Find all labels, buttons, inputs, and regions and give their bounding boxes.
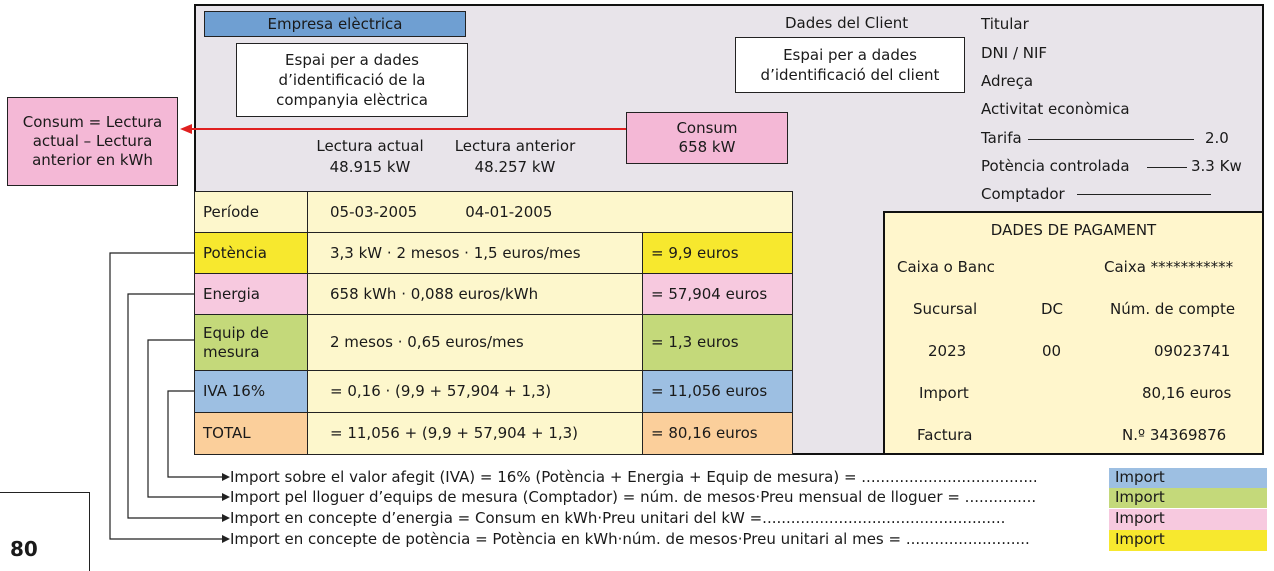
import-tag-equip: Import: [1109, 488, 1267, 508]
payment-heading: DADES DE PAGAMENT: [990, 221, 1157, 239]
client-heading: Dades del Client: [785, 14, 909, 32]
field-activitat: Activitat econòmica: [981, 100, 1130, 118]
row-iva-formula: = 0,16 · (9,9 + 57,904 + 1,3): [307, 370, 643, 413]
payment-dc-label: DC: [1041, 300, 1064, 318]
payment-import-value: 80,16 euros: [1142, 384, 1232, 402]
company-id-box: Espai per a dades d’identificació de la …: [236, 43, 468, 117]
field-tarifa-value: 2.0: [1205, 129, 1229, 147]
field-tarifa-label: Tarifa: [981, 129, 1022, 147]
payment-invoice-value: N.º 34369876: [1122, 426, 1227, 444]
field-comptador-label: Comptador: [981, 185, 1065, 203]
legend-equip: Import pel lloguer d’equips de mesura (C…: [230, 488, 1037, 506]
company-id-line: companyia elèctrica: [276, 91, 428, 109]
tarifa-leader: [1028, 139, 1194, 140]
comptador-leader: [1077, 194, 1211, 195]
field-titular: Titular: [981, 15, 1029, 33]
row-energia-formula: 658 kWh · 0,088 euros/kWh: [307, 273, 643, 315]
field-dni: DNI / NIF: [981, 44, 1048, 62]
row-total-result: = 80,16 euros: [642, 412, 793, 455]
import-tag-iva: Import: [1109, 468, 1267, 488]
period-from: 05-03-2005: [330, 202, 418, 221]
period-label: Període: [194, 191, 308, 233]
payment-bank-value: Caixa ***********: [1104, 258, 1234, 276]
client-id-box: Espai per a dades d’identificació del cl…: [735, 37, 965, 93]
company-id-line: Espai per a dades: [285, 51, 419, 69]
payment-branch-value: 2023: [928, 342, 967, 360]
row-equip-formula: 2 mesos · 0,65 euros/mes: [307, 314, 643, 371]
consum-label: Consum: [676, 119, 738, 137]
import-tag-potencia: Import: [1109, 530, 1267, 551]
row-equip-label: Equip de mesura: [194, 314, 308, 371]
row-potencia-formula: 3,3 kW · 2 mesos · 1,5 euros/mes: [307, 232, 643, 274]
field-potencia-label: Potència controlada: [981, 157, 1130, 175]
reading-previous-value: 48.257 kW: [474, 158, 556, 176]
payment-box: DADES DE PAGAMENT Caixa o Banc Caixa ***…: [883, 211, 1264, 455]
consum-value: 658 kW: [678, 138, 736, 156]
payment-import-label: Import: [919, 384, 969, 402]
payment-branch-label: Sucursal: [913, 300, 978, 318]
reading-current-label: Lectura actual: [316, 137, 424, 155]
import-tag-energia: Import: [1109, 509, 1267, 530]
legend-energia: Import en concepte d’energia = Consum en…: [230, 509, 1006, 527]
row-total-label: TOTAL: [194, 412, 308, 455]
field-potencia-value: 3.3 Kw: [1191, 157, 1242, 175]
client-id-line: Espai per a dades: [783, 46, 917, 64]
row-iva-result: = 11,056 euros: [642, 370, 793, 413]
period-values: 05-03-2005 04-01-2005: [307, 191, 793, 233]
row-total-formula: = 11,056 + (9,9 + 57,904 + 1,3): [307, 412, 643, 455]
page-number-frame: [0, 492, 90, 571]
consum-arrow: [180, 124, 626, 134]
period-to: 04-01-2005: [465, 202, 553, 221]
field-adreca: Adreça: [981, 72, 1034, 90]
legend-iva: Import sobre el valor afegit (IVA) = 16%…: [230, 468, 1038, 486]
potencia-leader: [1147, 167, 1187, 168]
payment-account-label: Núm. de compte: [1110, 300, 1236, 318]
payment-bank-label: Caixa o Banc: [897, 258, 995, 276]
client-id-line: d’identificació del client: [760, 66, 940, 84]
consum-note-line: Consum = Lectura: [22, 113, 163, 131]
reading-previous-label: Lectura anterior: [454, 137, 576, 155]
company-title: Empresa elèctrica: [204, 11, 466, 37]
page-number: 80: [10, 537, 38, 561]
consum-note-line: anterior en kWh: [32, 151, 153, 169]
payment-account-value: 09023741: [1154, 342, 1231, 360]
payment-dc-value: 00: [1042, 342, 1062, 360]
reading-current-value: 48.915 kW: [329, 158, 411, 176]
legend-potencia: Import en concepte de potència = Potènci…: [230, 530, 1030, 548]
payment-invoice-label: Factura: [917, 426, 973, 444]
consum-note-box: Consum = Lectura actual – Lectura anteri…: [7, 97, 178, 186]
row-energia-label: Energia: [194, 273, 308, 315]
consum-note-line: actual – Lectura: [32, 132, 153, 150]
row-potencia-label: Potència: [194, 232, 308, 274]
company-id-line: d’identificació de la: [278, 71, 426, 89]
consum-box: Consum 658 kW: [626, 112, 788, 164]
